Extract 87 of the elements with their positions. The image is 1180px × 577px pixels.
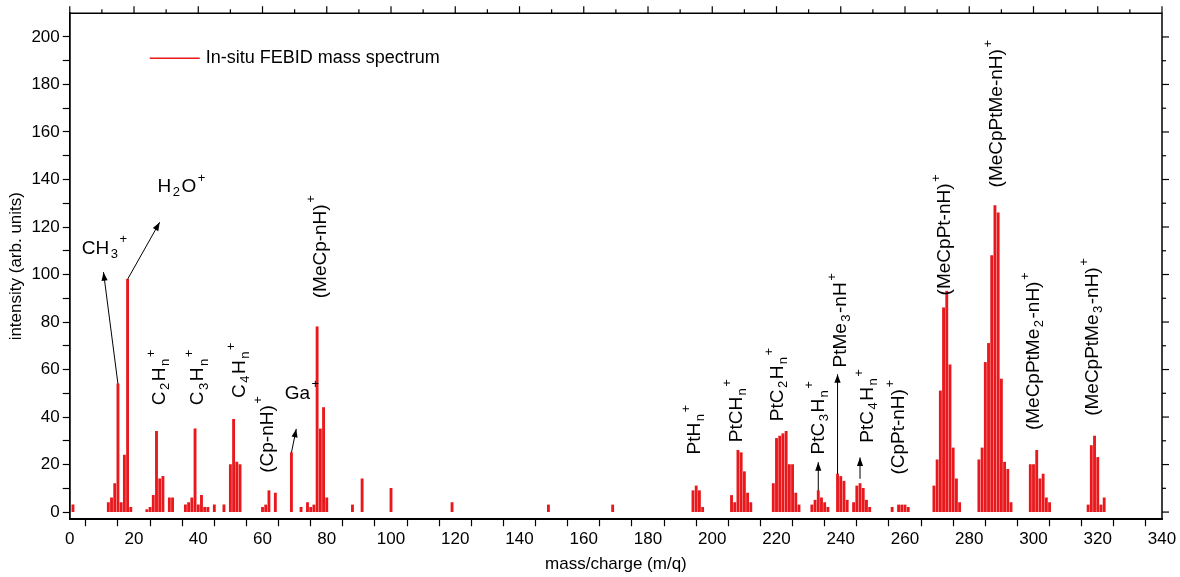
bar (611, 504, 615, 512)
y-tick-label: 20 (40, 454, 60, 474)
annotation: (Cp-nH)+ (250, 396, 277, 473)
bar (351, 504, 354, 512)
y-tick-label: 180 (31, 74, 60, 94)
bar (289, 452, 293, 512)
x-tick-label: 160 (569, 529, 598, 549)
x-tick-label: 220 (762, 529, 791, 549)
annotation: (MeCpPtMe2-nH)+ (1016, 272, 1046, 431)
bar (167, 497, 171, 512)
bar (261, 506, 264, 512)
x-tick-label: 80 (317, 529, 337, 549)
annotation: PtC4Hn+ (851, 369, 881, 443)
bar (1041, 473, 1045, 512)
x-tick-label: 140 (505, 529, 534, 549)
bar (775, 438, 778, 512)
annotation: (MeCp-nH)+ (303, 195, 330, 299)
annotation: PtC3Hn+ (801, 381, 831, 455)
x-tick-label: 180 (633, 529, 663, 549)
bar (126, 278, 130, 512)
bar (200, 495, 203, 512)
bar (839, 476, 843, 512)
x-tick-label: 300 (1019, 529, 1048, 549)
annotation: PtMe3-nH+ (823, 273, 854, 368)
bar (171, 497, 174, 512)
bar (546, 504, 550, 512)
x-tick-label: 340 (1147, 529, 1177, 549)
bar (730, 495, 733, 512)
annotation: C4Hn+ (223, 342, 253, 399)
bar (810, 504, 814, 512)
bar (694, 485, 698, 512)
bar (826, 506, 830, 512)
bar (861, 487, 865, 512)
y-tick-label: 0 (50, 501, 60, 521)
annotation: (MeCpPtMe-nH)+ (980, 40, 1007, 188)
bar (306, 502, 309, 512)
bar (1093, 435, 1096, 512)
annotation: (CpPt-nH)+ (881, 380, 908, 475)
bar (897, 504, 901, 512)
bar (836, 473, 839, 512)
annotation: PtC2Hn+ (761, 347, 791, 422)
y-tick-label: 160 (31, 121, 60, 141)
x-tick-label: 40 (188, 529, 208, 549)
bar (1035, 449, 1039, 512)
x-tick-label: 120 (441, 529, 470, 549)
bar (360, 478, 364, 512)
annotation: PtCHn+ (719, 379, 749, 443)
y-tick-label: 200 (31, 26, 60, 46)
bar (1102, 497, 1106, 512)
legend-label: In-situ FEBID mass spectrum (205, 47, 440, 68)
y-tick-label: 100 (31, 264, 60, 284)
annotation: C2Hn+ (142, 349, 172, 406)
bar (212, 504, 216, 512)
x-tick-label: 100 (376, 529, 406, 549)
bar (183, 504, 187, 512)
y-tick-label: 80 (40, 311, 60, 331)
x-tick-label: 240 (826, 529, 855, 549)
bar (1028, 464, 1032, 512)
bar (161, 476, 165, 512)
bar (155, 430, 158, 512)
x-tick-label: 20 (124, 529, 144, 549)
annotation: (MeCpPt-nH)+ (928, 174, 955, 296)
bar (273, 492, 277, 512)
x-axis-title: mass/charge (m/q) (545, 554, 687, 574)
y-tick-label: 140 (31, 169, 60, 189)
bar (232, 419, 236, 512)
y-tick-label: 60 (40, 359, 60, 379)
bar (309, 506, 313, 512)
x-tick-label: 0 (65, 529, 75, 549)
x-tick-label: 60 (253, 529, 272, 549)
annotation: C3Hn+ (181, 349, 211, 406)
bar (322, 407, 325, 512)
bar (206, 506, 210, 512)
y-tick-label: 40 (40, 406, 60, 426)
y-tick-label: 120 (31, 216, 60, 236)
x-tick-label: 260 (890, 529, 920, 549)
bar (890, 506, 894, 512)
bar (791, 464, 794, 512)
y-axis-title: intensity (arb. units) (5, 192, 25, 341)
bar (816, 490, 820, 512)
bar (697, 490, 701, 512)
annotation: PtHn+ (677, 404, 707, 455)
x-tick-label: 320 (1083, 529, 1112, 549)
annotation: (MeCpPtMe3-nH)+ (1075, 258, 1106, 416)
x-tick-label: 280 (955, 529, 984, 549)
bar (145, 509, 149, 512)
x-tick-label: 200 (698, 529, 727, 549)
